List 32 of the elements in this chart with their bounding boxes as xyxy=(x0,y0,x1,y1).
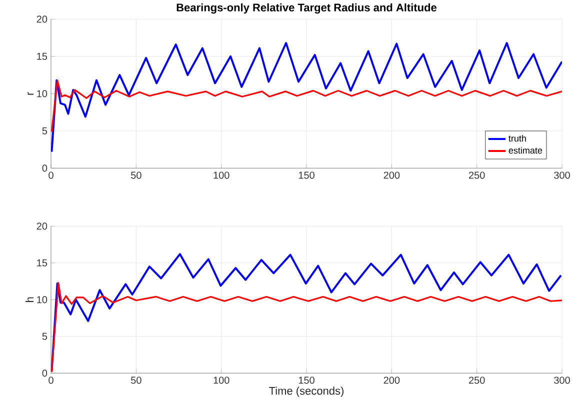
x-tick-label: 150 xyxy=(298,376,314,384)
y-tick-label: 15 xyxy=(37,259,48,266)
x-tick-label: 50 xyxy=(131,172,142,179)
x-tick-label: 0 xyxy=(48,376,54,384)
y-tick-label: 0 xyxy=(42,164,48,172)
y-tick-label: 0 xyxy=(42,370,48,377)
y-tick-label: 15 xyxy=(37,52,48,60)
y-tick-label: 20 xyxy=(36,222,48,230)
y-tick-label: 10 xyxy=(37,296,48,304)
y-axis-title: h xyxy=(26,297,34,302)
y-tick-label: 5 xyxy=(42,332,48,340)
x-tick-label: 150 xyxy=(298,172,314,179)
x-tick-label: 200 xyxy=(384,376,400,384)
y-tick-label: 5 xyxy=(42,127,48,134)
x-tick-label: 200 xyxy=(384,172,400,179)
x-tick-label: 100 xyxy=(214,376,230,384)
chart-title: Bearings-only Relative Target Radius and Altitude xyxy=(176,3,437,14)
x-axis-title: Time (seconds) xyxy=(269,386,344,397)
y-tick-label: 10 xyxy=(37,90,48,98)
x-tick-label: 100 xyxy=(214,172,230,179)
y-axis-title: r xyxy=(28,92,34,95)
x-tick-label: 50 xyxy=(131,376,142,384)
legend-label: estimate xyxy=(508,146,542,154)
x-tick-label: 300 xyxy=(554,376,570,384)
x-tick-label: 300 xyxy=(554,172,570,179)
x-tick-label: 250 xyxy=(468,376,485,384)
x-tick-label: 250 xyxy=(468,172,485,179)
x-tick-label: 0 xyxy=(48,172,54,179)
line-series xyxy=(51,79,562,132)
line-series xyxy=(51,42,562,153)
legend-label: truth xyxy=(508,134,526,142)
y-tick-label: 20 xyxy=(36,16,48,23)
